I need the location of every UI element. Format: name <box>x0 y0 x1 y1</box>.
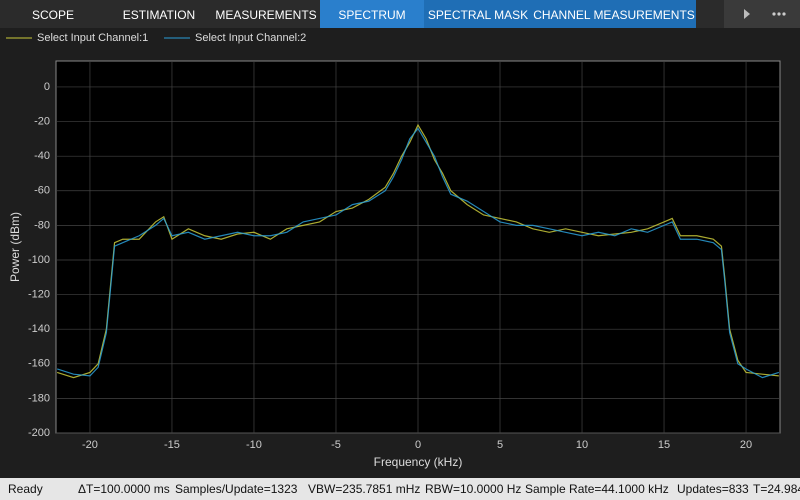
y-tick-label: -160 <box>28 358 50 370</box>
status-item: VBW=235.7851 mHz <box>308 482 421 496</box>
x-tick-label: -20 <box>82 439 98 451</box>
y-tick-label: -20 <box>34 115 50 127</box>
y-tick-label: -200 <box>28 427 50 439</box>
x-tick-label: 0 <box>415 439 421 451</box>
toolbar-icons <box>724 0 800 28</box>
status-item: Ready <box>8 482 43 496</box>
y-tick-label: 0 <box>44 81 50 93</box>
status-bar: Ready ΔT=100.0000 ms Samples/Update=1323 VB… <box>0 478 800 500</box>
status-item: Samples/Update=1323 <box>175 482 298 496</box>
tab[interactable]: CHANNEL MEASUREMENTS <box>533 8 695 22</box>
x-tick-label: 15 <box>658 439 670 451</box>
x-axis-label: Frequency (kHz) <box>374 455 463 469</box>
spectrum-line <box>56 127 780 379</box>
y-tick-label: -180 <box>28 392 50 404</box>
y-tick-label: -140 <box>28 323 50 335</box>
x-tick-label: 20 <box>740 439 752 451</box>
tab[interactable]: MEASUREMENTS <box>215 8 317 22</box>
status-item: RBW=10.0000 Hz <box>425 482 522 496</box>
x-tick-label: -5 <box>331 439 341 451</box>
y-tick-label: -40 <box>34 150 50 162</box>
tab[interactable]: SCOPE <box>31 8 74 22</box>
spectrum-line <box>56 123 779 379</box>
x-tick-label: -10 <box>246 439 262 451</box>
x-tick-label: 10 <box>576 439 588 451</box>
y-tick-label: -60 <box>34 185 50 197</box>
legend-label: Select Input Channel:2 <box>195 32 306 44</box>
chart: Select Input Channel:1 Select Input Chann… <box>6 32 781 469</box>
status-item: Updates=833 <box>677 482 749 496</box>
tab[interactable]: SPECTRUM <box>320 0 424 28</box>
tab[interactable]: SPECTRAL MASK <box>427 8 529 22</box>
y-axis-label: Power (dBm) <box>8 212 22 282</box>
x-tick-label: -15 <box>164 439 180 451</box>
legend-label: Select Input Channel:1 <box>37 32 148 44</box>
status-item: ΔT=100.0000 ms <box>78 482 170 496</box>
y-tick-label: -120 <box>28 288 50 300</box>
status-item: T=24.984 <box>753 482 800 496</box>
toolstrip: SCOPE ESTIMATION MEASUREMENTS SPECTRUM SPECT… <box>0 0 800 28</box>
x-tick-label: 5 <box>497 439 503 451</box>
status-item: Sample Rate=44.1000 kHz <box>525 482 669 496</box>
y-tick-label: -80 <box>34 219 50 231</box>
y-tick-label: -100 <box>28 254 50 266</box>
tab[interactable]: ESTIMATION <box>122 8 196 22</box>
